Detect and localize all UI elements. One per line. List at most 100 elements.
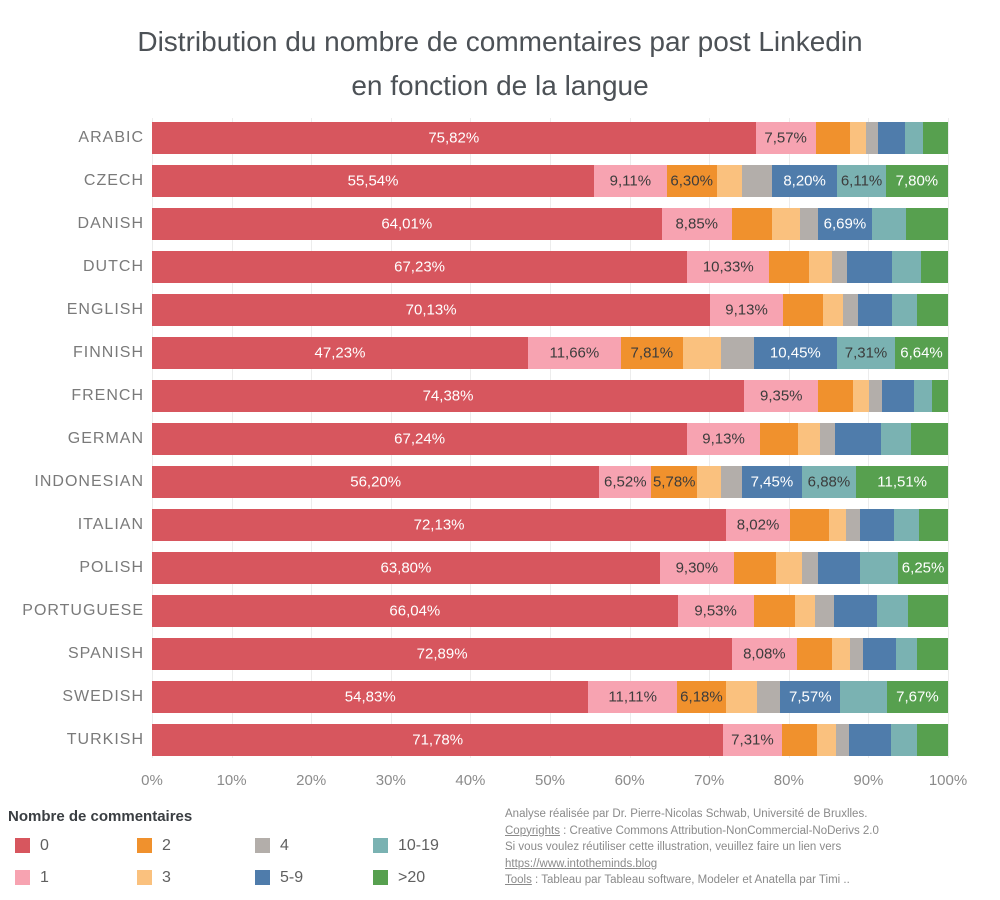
segment-5-9[interactable] bbox=[860, 509, 895, 541]
segment-0[interactable]: 55,54% bbox=[152, 165, 595, 197]
segment-gt20[interactable] bbox=[919, 509, 948, 541]
segment-3[interactable] bbox=[828, 509, 847, 541]
segment-2[interactable] bbox=[818, 380, 853, 412]
segment-4[interactable] bbox=[849, 638, 864, 670]
segment-3[interactable] bbox=[716, 165, 743, 197]
segment-2[interactable] bbox=[782, 294, 823, 326]
segment-0[interactable]: 72,89% bbox=[152, 638, 733, 670]
segment-10-19[interactable] bbox=[891, 294, 917, 326]
segment-10-19[interactable] bbox=[894, 509, 920, 541]
segment-5-9[interactable] bbox=[863, 638, 896, 670]
segment-5-9[interactable] bbox=[847, 251, 892, 283]
segment-4[interactable] bbox=[842, 294, 858, 326]
segment-3[interactable] bbox=[798, 423, 820, 455]
segment-1[interactable]: 11,11% bbox=[588, 681, 677, 713]
segment-2[interactable] bbox=[731, 208, 772, 240]
segment-2[interactable] bbox=[733, 552, 777, 584]
segment-0[interactable]: 72,13% bbox=[152, 509, 727, 541]
segment-0[interactable]: 70,13% bbox=[152, 294, 711, 326]
segment-gt20[interactable] bbox=[908, 595, 948, 627]
segment-3[interactable] bbox=[832, 638, 850, 670]
segment-4[interactable] bbox=[846, 509, 860, 541]
segment-1[interactable]: 9,13% bbox=[687, 423, 760, 455]
segment-5-9[interactable] bbox=[834, 423, 881, 455]
segment-4[interactable] bbox=[742, 165, 772, 197]
segment-4[interactable] bbox=[757, 681, 781, 713]
segment-2[interactable] bbox=[796, 638, 833, 670]
segment-2[interactable] bbox=[789, 509, 829, 541]
segment-3[interactable] bbox=[809, 251, 833, 283]
segment-4[interactable] bbox=[800, 208, 819, 240]
segment-10-19[interactable] bbox=[891, 251, 922, 283]
segment-gt20[interactable] bbox=[916, 294, 948, 326]
segment-4[interactable] bbox=[835, 724, 850, 756]
segment-10-19[interactable] bbox=[860, 552, 899, 584]
segment-2[interactable]: 7,81% bbox=[620, 337, 683, 369]
segment-0[interactable]: 64,01% bbox=[152, 208, 662, 240]
segment-0[interactable]: 63,80% bbox=[152, 552, 660, 584]
segment-5-9[interactable] bbox=[882, 380, 914, 412]
segment-1[interactable]: 9,11% bbox=[594, 165, 667, 197]
segment-0[interactable]: 54,83% bbox=[152, 681, 589, 713]
segment-1[interactable]: 7,57% bbox=[755, 122, 816, 154]
segment-0[interactable]: 71,78% bbox=[152, 724, 724, 756]
segment-1[interactable]: 7,31% bbox=[723, 724, 782, 756]
segment-3[interactable] bbox=[682, 337, 722, 369]
segment-10-19[interactable] bbox=[905, 122, 924, 154]
segment-2[interactable] bbox=[759, 423, 799, 455]
segment-0[interactable]: 74,38% bbox=[152, 380, 745, 412]
segment-4[interactable] bbox=[869, 380, 883, 412]
segment-1[interactable]: 10,33% bbox=[687, 251, 770, 283]
segment-10-19[interactable] bbox=[876, 595, 909, 627]
segment-2[interactable] bbox=[815, 122, 850, 154]
segment-1[interactable]: 8,02% bbox=[726, 509, 790, 541]
segment-2[interactable]: 6,18% bbox=[676, 681, 727, 713]
segment-2[interactable] bbox=[781, 724, 818, 756]
segment-10-19[interactable]: 7,31% bbox=[836, 337, 896, 369]
segment-4[interactable] bbox=[814, 595, 834, 627]
segment-0[interactable]: 75,82% bbox=[152, 122, 756, 154]
segment-gt20[interactable]: 11,51% bbox=[856, 466, 948, 498]
intotheminds-link[interactable]: https://www.intotheminds.blog bbox=[505, 857, 658, 870]
segment-3[interactable] bbox=[726, 681, 758, 713]
segment-5-9[interactable]: 7,45% bbox=[742, 466, 802, 498]
segment-gt20[interactable]: 6,64% bbox=[895, 337, 948, 369]
segment-0[interactable]: 56,20% bbox=[152, 466, 600, 498]
segment-1[interactable]: 6,52% bbox=[599, 466, 652, 498]
segment-10-19[interactable]: 6,88% bbox=[801, 466, 857, 498]
segment-5-9[interactable] bbox=[849, 724, 891, 756]
segment-5-9[interactable] bbox=[857, 294, 892, 326]
segment-3[interactable] bbox=[852, 380, 870, 412]
segment-5-9[interactable] bbox=[877, 122, 906, 154]
segment-2[interactable] bbox=[769, 251, 810, 283]
segment-1[interactable]: 9,13% bbox=[710, 294, 783, 326]
segment-10-19[interactable] bbox=[895, 638, 917, 670]
segment-10-19[interactable] bbox=[871, 208, 906, 240]
segment-10-19[interactable]: 6,11% bbox=[837, 165, 886, 197]
segment-3[interactable] bbox=[849, 122, 866, 154]
segment-3[interactable] bbox=[817, 724, 836, 756]
segment-1[interactable]: 8,08% bbox=[732, 638, 797, 670]
segment-10-19[interactable] bbox=[880, 423, 912, 455]
segment-10-19[interactable] bbox=[913, 380, 933, 412]
segment-5-9[interactable]: 6,69% bbox=[818, 208, 872, 240]
segment-4[interactable] bbox=[819, 423, 835, 455]
segment-5-9[interactable] bbox=[818, 552, 861, 584]
segment-2[interactable]: 5,78% bbox=[651, 466, 698, 498]
segment-4[interactable] bbox=[865, 122, 878, 154]
segment-gt20[interactable]: 6,25% bbox=[898, 552, 948, 584]
segment-0[interactable]: 66,04% bbox=[152, 595, 678, 627]
segment-3[interactable] bbox=[776, 552, 803, 584]
segment-gt20[interactable] bbox=[921, 251, 948, 283]
segment-4[interactable] bbox=[802, 552, 819, 584]
segment-3[interactable] bbox=[697, 466, 722, 498]
segment-4[interactable] bbox=[721, 337, 754, 369]
segment-0[interactable]: 67,24% bbox=[152, 423, 688, 455]
segment-1[interactable]: 9,30% bbox=[659, 552, 734, 584]
segment-gt20[interactable] bbox=[911, 423, 948, 455]
segment-4[interactable] bbox=[832, 251, 848, 283]
segment-2[interactable] bbox=[753, 595, 795, 627]
segment-5-9[interactable]: 7,57% bbox=[780, 681, 841, 713]
segment-5-9[interactable]: 10,45% bbox=[753, 337, 837, 369]
segment-5-9[interactable] bbox=[833, 595, 877, 627]
